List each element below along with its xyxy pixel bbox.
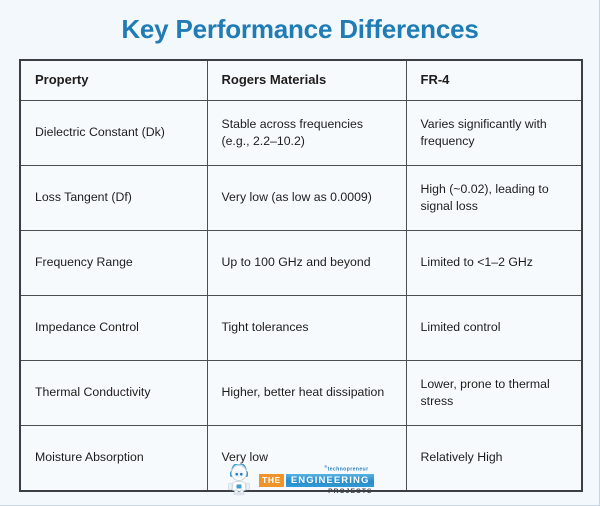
footer-branding: ®technopreneur THE ENGINEERING PROJECTS — [0, 462, 600, 496]
brand-tagline-text: technopreneur — [327, 466, 369, 473]
table-row: Dielectric Constant (Dk) Stable across f… — [19, 99, 583, 166]
cell-rogers: Tight tolerances — [206, 294, 407, 361]
comparison-table: Property Rogers Materials FR-4 Dielectri… — [19, 59, 583, 492]
cell-fr4: Limited control — [405, 294, 583, 361]
brand-badge-projects: PROJECTS — [328, 487, 373, 495]
cell-property: Impedance Control — [19, 294, 208, 361]
brand-logo-row: THE ENGINEERING — [258, 474, 375, 488]
cell-fr4: Lower, prone to thermal stress — [405, 359, 583, 426]
table-body: Dielectric Constant (Dk) Stable across f… — [19, 99, 583, 491]
brand-badge-the: THE — [258, 474, 285, 488]
cell-fr4: Varies significantly with frequency — [405, 99, 583, 166]
column-header-property: Property — [19, 59, 208, 101]
comparison-table-container: Property Rogers Materials FR-4 Dielectri… — [19, 59, 583, 492]
cell-property: Thermal Conductivity — [19, 359, 208, 426]
cell-property: Frequency Range — [19, 229, 208, 296]
page-title: Key Performance Differences — [121, 14, 479, 44]
table-row: Frequency Range Up to 100 GHz and beyond… — [19, 229, 583, 296]
cell-fr4: Relatively High — [405, 424, 583, 491]
cell-property: Dielectric Constant (Dk) — [19, 99, 208, 166]
registered-mark-icon: ® — [324, 463, 328, 469]
cell-rogers: Up to 100 GHz and beyond — [206, 229, 407, 296]
column-header-rogers-materials: Rogers Materials — [206, 59, 407, 101]
brand-tagline: ®technopreneur — [324, 463, 369, 473]
cell-property: Moisture Absorption — [19, 424, 208, 491]
cell-property: Loss Tangent (Df) — [19, 164, 208, 231]
cell-rogers: Very low (as low as 0.0009) — [206, 164, 407, 231]
table-row: Loss Tangent (Df) Very low (as low as 0.… — [19, 164, 583, 231]
table-row: Impedance Control Tight tolerances Limit… — [19, 294, 583, 361]
cell-rogers: Stable across frequencies (e.g., 2.2–10.… — [206, 99, 407, 166]
cell-rogers: Higher, better heat dissipation — [206, 359, 407, 426]
brand-badge-engineering: ENGINEERING — [285, 474, 375, 488]
cell-fr4: Limited to <1–2 GHz — [405, 229, 583, 296]
table-row: Thermal Conductivity Higher, better heat… — [19, 359, 583, 426]
table-row: Moisture Absorption Very low Relatively … — [19, 424, 583, 491]
robot-mascot-icon — [226, 462, 252, 496]
table-header-row: Property Rogers Materials FR-4 — [19, 59, 583, 101]
column-header-fr4: FR-4 — [405, 59, 583, 101]
table-header: Property Rogers Materials FR-4 — [19, 59, 583, 101]
brand-logo: ®technopreneur THE ENGINEERING PROJECTS — [258, 463, 375, 496]
cell-fr4: High (~0.02), leading to signal loss — [405, 164, 583, 231]
